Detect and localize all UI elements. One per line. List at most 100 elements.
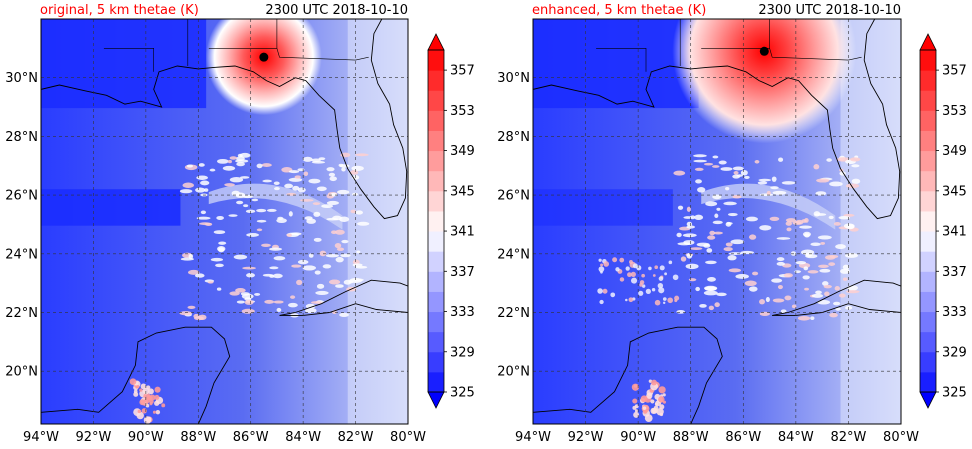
colorbar-level: [920, 271, 936, 292]
colorbar-tick-label: 357: [942, 64, 967, 79]
map-panel-enhanced: enhanced, 5 km thetae (K) 2300 UTC 2018-1…: [497, 3, 967, 445]
colorbar: 325 329 333 337 341 345 349 353 357: [919, 33, 967, 409]
panel-title-left: enhanced, 5 km thetae (K): [532, 3, 706, 18]
colorbar-extend-min: [427, 391, 445, 409]
colorbar-level: [428, 150, 444, 172]
lat-tick-label: 22°N: [497, 306, 530, 321]
colorbar-level: [428, 291, 444, 313]
lon-tick-label: 82°W: [338, 430, 374, 445]
colorbar-tick-label: 353: [450, 104, 475, 119]
colorbar-extend-max: [427, 33, 445, 51]
map-frame: [532, 18, 902, 425]
colorbar-tick-label: 357: [450, 64, 475, 79]
colorbar-level: [428, 231, 444, 252]
storm-eye-marker: [259, 52, 269, 62]
colorbar-level: [428, 311, 444, 333]
colorbar-tick-label: 333: [942, 305, 967, 320]
lon-tick-label: 86°W: [233, 430, 269, 445]
lon-tick-label: 84°W: [285, 430, 321, 445]
colorbar-level: [428, 210, 444, 232]
lon-tick-label: 80°W: [390, 430, 426, 445]
colorbar-level: [920, 311, 936, 333]
storm-warm-core: [672, 19, 857, 144]
thetae-field: [41, 19, 408, 424]
colorbar-tick-label: 349: [942, 144, 967, 159]
lat-tick-label: 28°N: [5, 130, 38, 145]
colorbar-tick-label: 353: [942, 104, 967, 119]
colorbar-level: [920, 170, 936, 192]
colorbar-level: [920, 110, 936, 131]
lon-tick-label: 82°W: [830, 430, 866, 445]
lon-tick-label: 84°W: [778, 430, 814, 445]
colorbar-level: [428, 251, 444, 272]
colorbar-extend-max: [919, 33, 937, 51]
colorbar-level: [920, 50, 936, 71]
colorbar-level: [428, 90, 444, 111]
coastlines: [533, 19, 901, 424]
colorbar-tick-label: 345: [450, 184, 475, 199]
colorbar-tick-label: 329: [450, 345, 475, 360]
colorbar-level: [920, 190, 936, 212]
lat-tick-label: 30°N: [497, 71, 530, 86]
panel-title-right: 2300 UTC 2018-10-10: [758, 3, 901, 18]
colorbar-level: [428, 331, 444, 353]
lat-tick-label: 26°N: [497, 189, 530, 204]
colorbar-level: [920, 70, 936, 91]
colorbar-tick-label: 329: [942, 345, 967, 360]
colorbar-level: [920, 371, 936, 393]
colorbar-tick-label: 345: [942, 184, 967, 199]
colorbar-level: [428, 130, 444, 152]
map-panel-original: original, 5 km thetae (K) 2300 UTC 2018-1…: [5, 3, 475, 445]
colorbar-level: [920, 150, 936, 172]
colorbar-level: [920, 130, 936, 152]
storm-warm-core: [205, 19, 322, 116]
colorbar-level: [428, 110, 444, 131]
lon-tick-label: 94°W: [23, 430, 59, 445]
map-frame: [40, 18, 409, 425]
colorbar-level: [920, 90, 936, 111]
colorbar-level: [920, 210, 936, 232]
lat-tick-label: 20°N: [5, 365, 38, 380]
panel-title-left: original, 5 km thetae (K): [40, 3, 199, 18]
lon-tick-label: 90°W: [128, 430, 164, 445]
colorbar-level: [920, 231, 936, 252]
colorbar-tick-label: 333: [450, 305, 475, 320]
lat-tick-label: 24°N: [5, 247, 38, 262]
colorbar-tick-label: 325: [942, 386, 967, 401]
colorbar-level: [920, 291, 936, 313]
colorbar-level: [428, 371, 444, 393]
colorbar-level: [428, 50, 444, 71]
lat-tick-label: 26°N: [5, 189, 38, 204]
colorbar-level: [428, 190, 444, 212]
colorbar-level: [920, 331, 936, 353]
colorbar-level: [920, 251, 936, 272]
thetae-field: [533, 19, 901, 424]
lon-tick-label: 92°W: [568, 430, 604, 445]
panel-title-right: 2300 UTC 2018-10-10: [265, 3, 408, 18]
colorbar-tick-label: 349: [450, 144, 475, 159]
lon-tick-label: 94°W: [515, 430, 551, 445]
colorbar-level: [428, 271, 444, 292]
lon-tick-label: 80°W: [883, 430, 919, 445]
colorbar-level: [428, 351, 444, 373]
colorbar: 325 329 333 337 341 345 349 353 357: [427, 33, 475, 409]
lon-tick-label: 92°W: [75, 430, 111, 445]
lat-tick-label: 28°N: [497, 130, 530, 145]
colorbar-level: [920, 351, 936, 373]
storm-eye-marker: [759, 46, 769, 56]
lat-tick-label: 22°N: [5, 306, 38, 321]
colorbar-tick-label: 337: [450, 265, 475, 280]
lon-tick-label: 88°W: [180, 430, 216, 445]
lon-tick-label: 90°W: [620, 430, 656, 445]
colorbar-level: [428, 70, 444, 91]
gridlines: [533, 19, 901, 424]
colorbar-tick-label: 337: [942, 265, 967, 280]
lon-tick-label: 88°W: [673, 430, 709, 445]
colorbar-tick-label: 325: [450, 386, 475, 401]
lat-tick-label: 24°N: [497, 247, 530, 262]
lon-tick-label: 86°W: [725, 430, 761, 445]
lat-tick-label: 30°N: [5, 71, 38, 86]
gridlines: [41, 19, 408, 424]
